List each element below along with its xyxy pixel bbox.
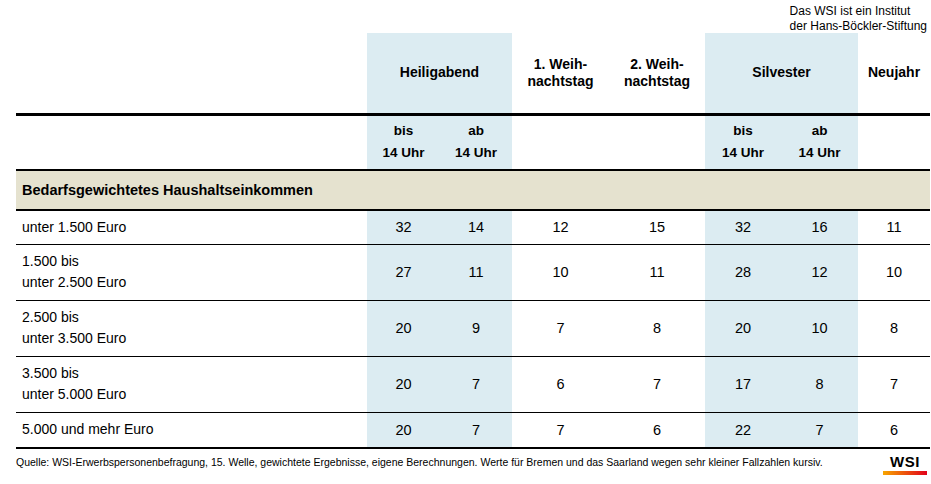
row-label: unter 1.500 Euro <box>16 210 367 244</box>
value-cell: 11 <box>609 244 705 300</box>
value-cell: 27 <box>367 244 440 300</box>
institute-note-line1: Das WSI ist ein Institut <box>790 4 927 19</box>
value-cell: 10 <box>781 300 858 356</box>
value-cell: 7 <box>440 412 512 448</box>
column-group-heiligabend: Heiligabend <box>367 33 512 114</box>
value-cell: 8 <box>781 356 858 412</box>
value-cell: 32 <box>705 210 781 244</box>
value-cell: 8 <box>858 300 930 356</box>
source-note: Quelle: WSI-Erwerbspersonenbefragung, 15… <box>16 456 866 469</box>
institute-note: Das WSI ist ein Institut der Hans-Böckle… <box>790 4 927 34</box>
value-cell: 22 <box>705 412 781 448</box>
table-row: 2.500 bis unter 3.500 Euro 20 9 7 8 20 1… <box>16 300 930 356</box>
value-cell: 6 <box>858 412 930 448</box>
subheader-silvester-ab: ab 14 Uhr <box>781 114 858 170</box>
table-row: unter 1.500 Euro 32 14 12 15 32 16 11 <box>16 210 930 244</box>
value-cell: 7 <box>609 356 705 412</box>
sub-header-row: bis 14 Uhr ab 14 Uhr bis 14 Uhr ab 14 Uh… <box>16 114 930 170</box>
section-header-row: Bedarfsgewichtetes Haushaltseinkommen <box>16 170 930 210</box>
value-cell: 15 <box>609 210 705 244</box>
page: Das WSI ist ein Institut der Hans-Böckle… <box>0 0 931 484</box>
row-label: 1.500 bis unter 2.500 Euro <box>16 244 367 300</box>
subheader-silvester-bis: bis 14 Uhr <box>705 114 781 170</box>
value-cell: 7 <box>512 300 609 356</box>
corner-cell <box>16 33 367 114</box>
column-group-weihnachtstag2: 2. Weih- nachtstag <box>609 33 705 114</box>
value-cell: 10 <box>858 244 930 300</box>
value-cell: 11 <box>440 244 512 300</box>
table-row: 5.000 und mehr Euro 20 7 7 6 22 7 6 <box>16 412 930 448</box>
subheader-heiligabend-ab: ab 14 Uhr <box>440 114 512 170</box>
section-header: Bedarfsgewichtetes Haushaltseinkommen <box>16 170 930 210</box>
value-cell: 20 <box>367 300 440 356</box>
value-cell: 9 <box>440 300 512 356</box>
value-cell: 16 <box>781 210 858 244</box>
empty-cell <box>512 114 609 170</box>
empty-cell <box>16 114 367 170</box>
column-group-weihnachtstag1: 1. Weih- nachtstag <box>512 33 609 114</box>
value-cell: 6 <box>609 412 705 448</box>
value-cell: 20 <box>705 300 781 356</box>
empty-cell <box>609 114 705 170</box>
value-cell: 11 <box>858 210 930 244</box>
wsi-logo-text: WSI <box>883 453 927 470</box>
value-cell: 7 <box>512 412 609 448</box>
value-cell: 14 <box>440 210 512 244</box>
column-group-neujahr: Neujahr <box>858 33 930 114</box>
value-cell: 6 <box>512 356 609 412</box>
value-cell: 12 <box>512 210 609 244</box>
value-cell: 17 <box>705 356 781 412</box>
value-cell: 32 <box>367 210 440 244</box>
row-label: 3.500 bis unter 5.000 Euro <box>16 356 367 412</box>
value-cell: 10 <box>512 244 609 300</box>
value-cell: 7 <box>440 356 512 412</box>
value-cell: 7 <box>781 412 858 448</box>
value-cell: 20 <box>367 356 440 412</box>
row-label: 5.000 und mehr Euro <box>16 412 367 448</box>
table-row: 1.500 bis unter 2.500 Euro 27 11 10 11 2… <box>16 244 930 300</box>
value-cell: 28 <box>705 244 781 300</box>
wsi-logo: WSI <box>883 453 927 475</box>
value-cell: 12 <box>781 244 858 300</box>
column-group-silvester: Silvester <box>705 33 858 114</box>
subheader-heiligabend-bis: bis 14 Uhr <box>367 114 440 170</box>
value-cell: 20 <box>367 412 440 448</box>
column-group-header-row: Heiligabend 1. Weih- nachtstag 2. Weih- … <box>16 33 930 114</box>
table-row: 3.500 bis unter 5.000 Euro 20 7 6 7 17 8… <box>16 356 930 412</box>
value-cell: 7 <box>858 356 930 412</box>
income-holiday-table: Heiligabend 1. Weih- nachtstag 2. Weih- … <box>16 33 930 449</box>
institute-note-line2: der Hans-Böckler-Stiftung <box>790 19 927 34</box>
wsi-logo-gradient-bar <box>883 471 927 475</box>
empty-cell <box>858 114 930 170</box>
value-cell: 8 <box>609 300 705 356</box>
row-label: 2.500 bis unter 3.500 Euro <box>16 300 367 356</box>
